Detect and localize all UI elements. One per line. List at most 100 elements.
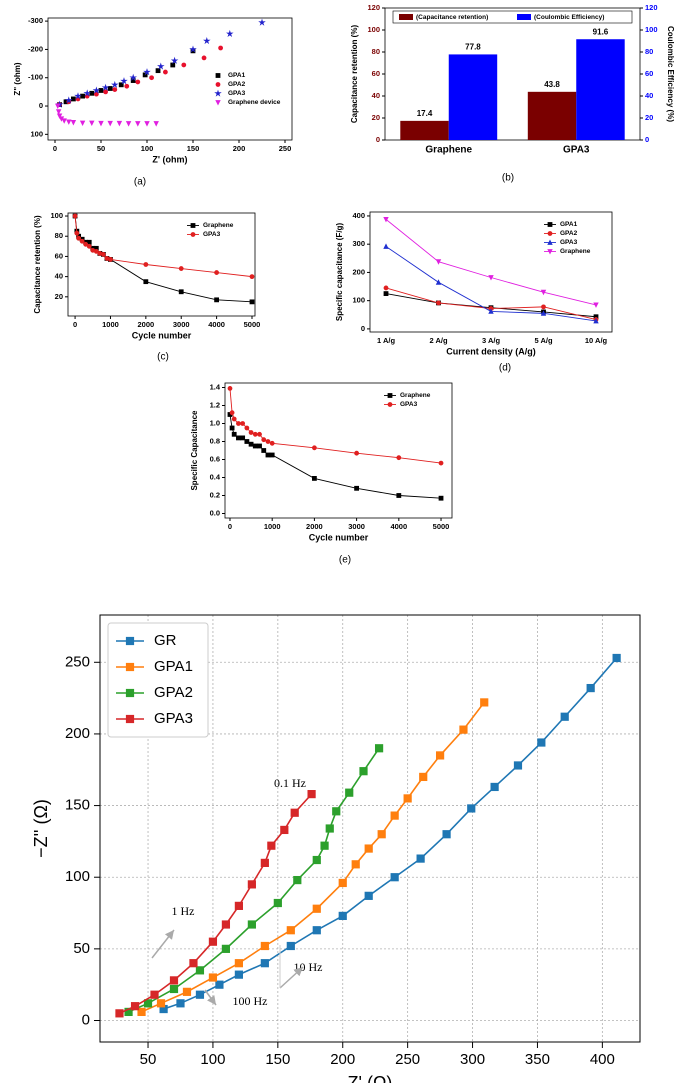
marker — [214, 270, 220, 275]
x-axis-label: Current density (A/g) — [446, 346, 536, 356]
marker — [612, 653, 621, 663]
marker — [354, 485, 360, 491]
marker — [312, 855, 321, 865]
marker — [383, 243, 389, 249]
legend-marker — [125, 636, 135, 646]
legend-marker — [215, 100, 221, 106]
marker — [203, 36, 211, 45]
marker — [236, 421, 241, 426]
y-tick-label: 0.8 — [210, 436, 220, 445]
marker — [273, 898, 282, 908]
marker — [383, 216, 389, 223]
marker — [169, 976, 179, 985]
marker — [143, 262, 149, 267]
marker — [129, 73, 137, 81]
marker — [311, 445, 317, 451]
marker — [189, 959, 198, 968]
annotation-arrow — [279, 966, 304, 989]
x-tick-label: 3000 — [348, 522, 365, 531]
marker — [244, 425, 250, 431]
caption: (c) — [157, 352, 169, 363]
marker — [312, 904, 321, 913]
y-tick-label: 300 — [352, 239, 365, 248]
marker — [195, 990, 205, 999]
marker — [311, 476, 317, 481]
marker — [112, 87, 118, 93]
y2-tick-label: 0 — [645, 135, 649, 144]
annotation: 1 Hz — [172, 904, 195, 918]
marker — [153, 121, 159, 127]
legend-marker — [387, 402, 393, 407]
y-axis-label: Specific Capacitance — [190, 410, 199, 491]
y-tick-label: 50 — [73, 940, 90, 957]
marker — [438, 495, 444, 501]
legend-marker — [547, 239, 553, 245]
marker — [338, 878, 347, 888]
series-line — [163, 657, 618, 1010]
legend-label: GPA3 — [560, 239, 578, 246]
marker — [269, 440, 275, 446]
y-tick-label: 60 — [372, 69, 380, 78]
marker — [70, 96, 76, 102]
y-tick-label: 400 — [352, 211, 365, 220]
marker — [396, 455, 402, 461]
y-tick-label: 0 — [376, 135, 380, 144]
marker — [170, 56, 179, 64]
y-tick-label: 1.4 — [210, 382, 221, 391]
marker — [261, 448, 267, 453]
y-tick-label: 100 — [367, 25, 380, 34]
series-line — [385, 287, 597, 321]
y-tick-label: 60 — [55, 251, 63, 260]
marker — [215, 980, 224, 989]
marker — [108, 257, 113, 262]
marker — [74, 230, 80, 236]
y-tick-label: -100 — [28, 73, 43, 82]
y-axis-label: −Z'' (Ω) — [31, 799, 51, 858]
bar — [400, 120, 449, 140]
y-tick-label: 20 — [372, 113, 380, 122]
x-tick-label: 3000 — [173, 320, 190, 329]
plot-frame — [99, 614, 641, 1043]
marker — [101, 83, 110, 91]
x-tick-label: 50 — [140, 1051, 157, 1068]
marker — [55, 109, 62, 115]
marker — [93, 91, 99, 97]
legend-label: GPA1 — [154, 658, 193, 675]
marker — [290, 808, 299, 817]
marker — [247, 880, 256, 889]
legend-label: Graphene — [400, 392, 431, 399]
marker — [201, 55, 207, 61]
x-tick-label: 0 — [53, 144, 57, 153]
marker — [162, 69, 168, 75]
marker — [593, 302, 599, 308]
x-tick-label: 5000 — [433, 522, 450, 531]
x-axis-label: Cycle number — [132, 330, 192, 340]
bar — [448, 54, 498, 140]
x-axis-label: Z' (Ω) — [348, 1073, 393, 1083]
y-axis-label: Capacitance retention (%) — [33, 215, 42, 314]
marker — [221, 920, 231, 929]
marker — [383, 291, 389, 297]
y-tick-label: 40 — [372, 91, 380, 100]
legend-label: GPA1 — [228, 72, 246, 79]
legend-label: (Capacitance retention) — [416, 14, 488, 21]
marker — [98, 120, 104, 127]
marker — [490, 782, 499, 792]
marker — [338, 911, 347, 921]
marker — [137, 1007, 146, 1017]
marker — [103, 89, 108, 95]
legend-label: GPA2 — [154, 684, 193, 701]
legend-label: GPA2 — [560, 230, 578, 237]
marker — [143, 279, 149, 285]
x-tick-label: 1000 — [264, 522, 281, 531]
marker — [419, 772, 428, 782]
marker — [390, 811, 399, 820]
marker — [86, 243, 92, 249]
marker — [240, 435, 246, 441]
legend-label: GPA3 — [228, 90, 246, 97]
annotation: 100 Hz — [233, 994, 268, 1008]
marker — [144, 121, 150, 127]
x-tick-label: 1 A/g — [377, 336, 395, 345]
legend-marker — [125, 662, 135, 672]
marker — [135, 121, 141, 127]
